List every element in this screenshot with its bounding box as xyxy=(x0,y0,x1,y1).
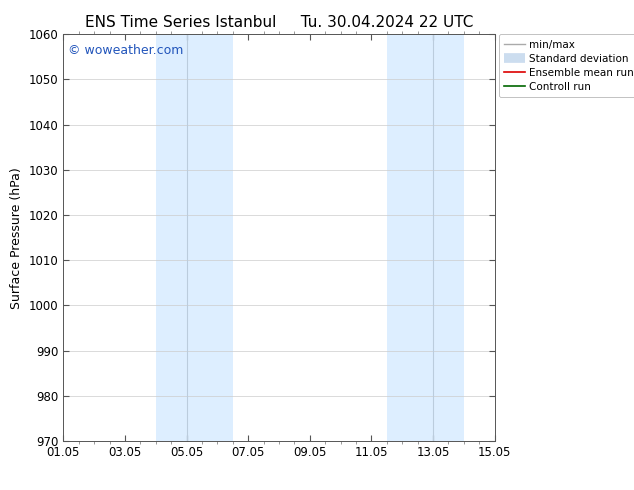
Text: © woweather.com: © woweather.com xyxy=(68,45,183,57)
Legend: min/max, Standard deviation, Ensemble mean run, Controll run: min/max, Standard deviation, Ensemble me… xyxy=(499,34,634,97)
Title: ENS Time Series Istanbul     Tu. 30.04.2024 22 UTC: ENS Time Series Istanbul Tu. 30.04.2024 … xyxy=(85,15,473,30)
Bar xyxy=(156,34,233,441)
Bar xyxy=(387,34,463,441)
Y-axis label: Surface Pressure (hPa): Surface Pressure (hPa) xyxy=(10,167,23,309)
